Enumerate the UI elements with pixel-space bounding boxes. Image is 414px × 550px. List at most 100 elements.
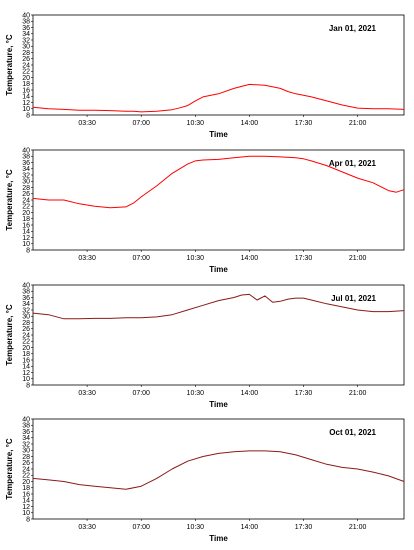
y-tick-label: 22 — [22, 69, 30, 76]
y-tick-label: 28 — [22, 454, 30, 461]
y-tick-label: 30 — [22, 314, 30, 321]
y-tick-label: 34 — [22, 31, 30, 38]
x-tick-label: 21:00 — [349, 120, 367, 127]
y-tick-label: 26 — [22, 326, 30, 333]
y-tick-label: 20 — [22, 210, 30, 217]
x-tick-label: 17:30 — [295, 390, 313, 397]
y-tick-label: 16 — [22, 222, 30, 229]
x-tick-label: 07:00 — [132, 524, 150, 531]
y-tick-label: 20 — [22, 345, 30, 352]
x-tick-label: 10:30 — [187, 255, 205, 262]
y-tick-label: 36 — [22, 25, 30, 32]
date-annotation: Jul 01, 2021 — [331, 294, 376, 303]
y-tick-label: 12 — [22, 504, 30, 511]
y-tick-label: 30 — [22, 448, 30, 455]
y-tick-label: 18 — [22, 81, 30, 88]
y-tick-label: 24 — [22, 197, 30, 204]
temperature-series-line — [32, 450, 405, 490]
y-tick-label: 28 — [22, 185, 30, 192]
y-tick-label: 32 — [22, 172, 30, 179]
y-tick-label: 12 — [22, 370, 30, 377]
y-tick-label: 24 — [22, 466, 30, 473]
y-tick-label: 28 — [22, 320, 30, 327]
x-tick-label: 10:30 — [187, 390, 205, 397]
x-tick-label: 07:00 — [132, 255, 150, 262]
y-tick-label: 22 — [22, 473, 30, 480]
temperature-series-line — [32, 293, 405, 320]
y-tick-label: 24 — [22, 62, 30, 69]
y-tick-label: 40 — [22, 416, 30, 423]
y-tick-label: 16 — [22, 87, 30, 94]
y-tick-label: 26 — [22, 191, 30, 198]
y-tick-label: 12 — [22, 100, 30, 107]
y-tick-label: 14 — [22, 498, 30, 505]
y-tick-label: 24 — [22, 332, 30, 339]
y-tick-label: 26 — [22, 56, 30, 63]
y-tick-label: 20 — [22, 479, 30, 486]
y-tick-label: 38 — [22, 289, 30, 296]
x-tick-label: 21:00 — [349, 524, 367, 531]
y-tick-label: 12 — [22, 235, 30, 242]
y-tick-label: 8 — [26, 247, 30, 254]
x-tick-label: 07:00 — [132, 120, 150, 127]
x-tick-label: 21:00 — [349, 255, 367, 262]
y-tick-label: 20 — [22, 75, 30, 82]
y-tick-label: 36 — [22, 429, 30, 436]
y-tick-label: 38 — [22, 154, 30, 161]
y-tick-label: 8 — [26, 382, 30, 389]
x-tick-label: 03:30 — [78, 120, 96, 127]
y-tick-label: 38 — [22, 19, 30, 26]
x-axis-title: Time — [209, 400, 228, 409]
x-tick-label: 14:00 — [241, 390, 259, 397]
y-tick-label: 8 — [26, 112, 30, 119]
x-tick-label: 14:00 — [241, 524, 259, 531]
y-tick-label: 32 — [22, 441, 30, 448]
y-tick-label: 16 — [22, 357, 30, 364]
x-tick-label: 14:00 — [241, 120, 259, 127]
x-tick-label: 17:30 — [295, 255, 313, 262]
y-tick-label: 8 — [26, 516, 30, 523]
y-axis-title: Temperature, °C — [5, 438, 14, 500]
date-annotation: Jan 01, 2021 — [329, 24, 377, 33]
y-axis-title: Temperature, °C — [5, 169, 14, 231]
y-tick-label: 18 — [22, 351, 30, 358]
x-tick-label: 07:00 — [132, 390, 150, 397]
y-tick-label: 30 — [22, 179, 30, 186]
y-tick-label: 30 — [22, 44, 30, 51]
y-tick-label: 10 — [22, 510, 30, 517]
x-tick-label: 10:30 — [187, 120, 205, 127]
y-tick-label: 40 — [22, 12, 30, 19]
y-tick-label: 34 — [22, 301, 30, 308]
x-axis-title: Time — [209, 130, 228, 139]
y-tick-label: 40 — [22, 147, 30, 154]
y-tick-label: 18 — [22, 485, 30, 492]
y-tick-label: 26 — [22, 460, 30, 467]
x-tick-label: 03:30 — [78, 524, 96, 531]
x-tick-label: 21:00 — [349, 390, 367, 397]
y-tick-label: 36 — [22, 160, 30, 167]
y-tick-label: 40 — [22, 282, 30, 289]
y-tick-label: 28 — [22, 50, 30, 57]
y-tick-label: 18 — [22, 216, 30, 223]
y-tick-label: 22 — [22, 204, 30, 211]
y-tick-label: 32 — [22, 307, 30, 314]
y-tick-label: 14 — [22, 364, 30, 371]
y-axis-title: Temperature, °C — [5, 34, 14, 96]
x-axis-title: Time — [209, 534, 228, 543]
date-annotation: Apr 01, 2021 — [329, 159, 377, 168]
y-tick-label: 38 — [22, 423, 30, 430]
y-tick-label: 10 — [22, 106, 30, 113]
x-tick-label: 17:30 — [295, 524, 313, 531]
x-tick-label: 14:00 — [241, 255, 259, 262]
x-tick-label: 10:30 — [187, 524, 205, 531]
x-axis-title: Time — [209, 265, 228, 274]
y-tick-label: 32 — [22, 37, 30, 44]
y-tick-label: 14 — [22, 229, 30, 236]
x-tick-label: 03:30 — [78, 390, 96, 397]
y-tick-label: 22 — [22, 339, 30, 346]
temperature-series-line — [32, 155, 405, 209]
